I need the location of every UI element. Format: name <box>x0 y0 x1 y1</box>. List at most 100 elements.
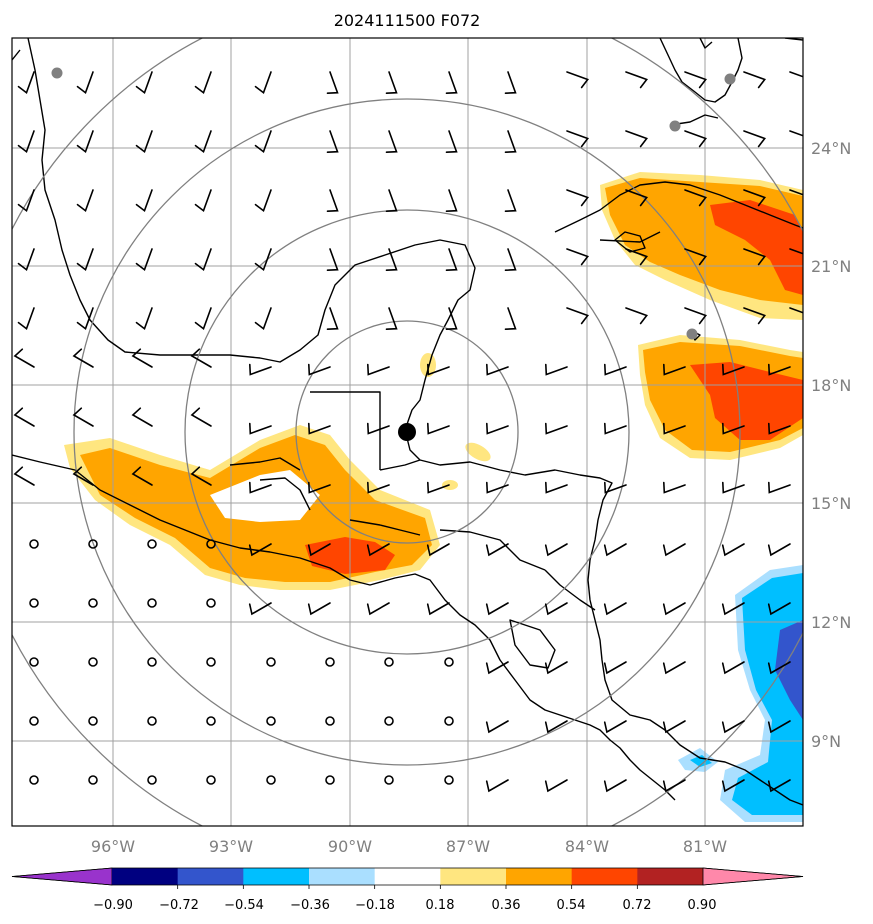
wind-barb <box>135 189 153 212</box>
calm-wind-symbol <box>444 775 454 785</box>
wind-barb <box>307 543 331 557</box>
cool-anomaly-area-southwest-caribbean <box>678 565 803 822</box>
wind-barb <box>17 248 35 271</box>
calm-wind-symbol <box>266 657 276 667</box>
wind-barb <box>545 363 568 376</box>
wind-barb <box>603 602 627 616</box>
wind-barb <box>768 481 791 494</box>
wind-barb <box>544 661 568 675</box>
wind-barb <box>768 363 791 376</box>
wind-barb <box>663 481 686 494</box>
wind-barb <box>544 720 568 734</box>
coastlines <box>12 38 803 806</box>
wind-barb <box>767 543 791 557</box>
wind-barb <box>767 779 791 793</box>
wind-barb <box>190 466 212 486</box>
wind-barb <box>135 130 153 153</box>
calm-wind-symbol <box>384 657 394 667</box>
wind-barb <box>721 661 745 675</box>
wind-barb <box>249 481 272 494</box>
range-rings <box>12 38 803 826</box>
calm-wind-symbol <box>29 775 39 785</box>
storm-center-marker <box>398 423 416 441</box>
calm-wind-symbol <box>206 716 216 726</box>
wind-barb <box>722 363 745 376</box>
wind-barb <box>485 720 509 734</box>
wind-barb <box>426 602 450 616</box>
city-markers <box>51 67 736 340</box>
wind-barb <box>789 71 803 78</box>
wind-barb <box>13 348 35 368</box>
city-marker-tampico <box>51 67 63 79</box>
colorbar-tick-label: 0.54 <box>557 898 586 913</box>
wind-barb <box>504 248 517 271</box>
wind-barb <box>326 307 339 330</box>
calm-wind-symbol <box>147 657 157 667</box>
calm-wind-symbol <box>88 775 98 785</box>
wind-barb <box>254 189 272 212</box>
wind-barb <box>566 130 589 148</box>
wind-barb <box>131 348 153 368</box>
wind-barb <box>131 466 153 486</box>
colorbar-segment <box>243 868 310 885</box>
wind-barb <box>190 407 212 427</box>
wind-barb <box>385 248 398 271</box>
wind-barb <box>721 602 745 616</box>
colorbar-segment <box>506 868 573 885</box>
wind-barb <box>721 720 745 734</box>
wind-barb <box>17 189 35 212</box>
longitude-labels: 96°W 93°W 90°W 87°W 84°W 81°W <box>91 837 727 856</box>
calm-wind-symbol <box>266 775 276 785</box>
wind-barb <box>544 779 568 793</box>
wind-barb <box>663 422 686 435</box>
wind-barb <box>194 71 212 94</box>
wind-barb <box>743 307 766 325</box>
calm-wind-symbol <box>147 539 157 549</box>
wind-barb <box>566 71 589 89</box>
wind-barb <box>684 307 707 325</box>
colorbar-tick-label: −0.72 <box>159 898 199 913</box>
wind-barb <box>684 71 707 89</box>
wind-barb <box>426 543 450 557</box>
wind-barb <box>662 779 686 793</box>
wind-barb <box>131 407 153 427</box>
warm-anomaly-area-gulf-of-honduras <box>64 425 440 590</box>
colorbar-segment <box>177 868 244 885</box>
calm-wind-symbol <box>29 657 39 667</box>
wind-barb <box>662 543 686 557</box>
wind-barb <box>367 363 390 376</box>
colorbar-tick-label: −0.54 <box>224 898 264 913</box>
wind-barb <box>789 130 803 137</box>
wind-barb <box>663 363 686 376</box>
wind-barb <box>248 602 272 616</box>
wind-barb <box>767 720 791 734</box>
wind-barb <box>367 422 390 435</box>
wind-barb <box>308 481 331 494</box>
map-title: 2024111500 F072 <box>334 11 481 30</box>
wind-barb <box>17 130 35 153</box>
colorbar <box>11 867 804 889</box>
colorbar-tick-labels: −0.90 −0.72 −0.54 −0.36 −0.18 0.18 0.36 … <box>93 898 716 913</box>
warm-anomaly-area-cayman <box>638 335 803 460</box>
wind-barb <box>427 481 450 494</box>
colorbar-segment <box>571 868 638 885</box>
wind-barb <box>326 189 339 212</box>
wind-barb <box>504 307 517 330</box>
wind-barb <box>326 71 339 94</box>
wind-barb <box>254 248 272 271</box>
wind-barb <box>504 71 517 94</box>
wind-barb <box>76 248 94 271</box>
wind-barb <box>308 363 331 376</box>
wind-barb <box>445 307 458 330</box>
calm-wind-symbol <box>147 716 157 726</box>
wind-barb <box>445 189 458 212</box>
city-marker-grand-cayman <box>686 328 698 340</box>
latitude-labels: 24°N 21°N 18°N 15°N 12°N 9°N <box>811 139 851 751</box>
wind-barb <box>366 602 390 616</box>
calm-wind-symbol <box>384 775 394 785</box>
wind-barb <box>603 779 627 793</box>
wind-barb <box>385 130 398 153</box>
colorbar-tick-label: 0.90 <box>688 898 717 913</box>
calm-wind-symbol <box>444 716 454 726</box>
wind-barb <box>722 422 745 435</box>
